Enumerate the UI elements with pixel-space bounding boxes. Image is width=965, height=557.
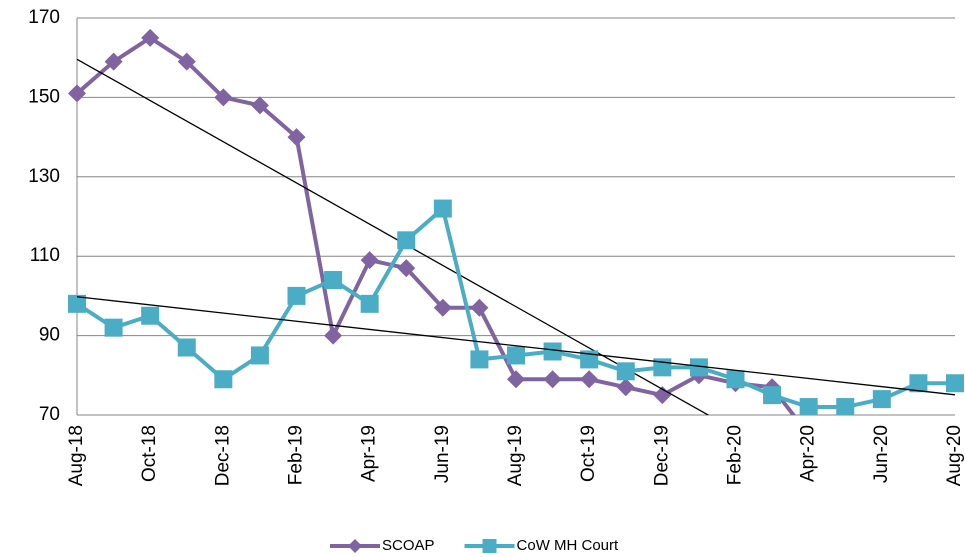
- marker: [397, 231, 416, 250]
- marker: [250, 96, 269, 115]
- y-tick-label: 70: [39, 404, 60, 425]
- legend-marker: [348, 539, 362, 553]
- marker: [177, 52, 196, 71]
- legend-label: CoW MH Court: [517, 537, 620, 554]
- marker: [872, 390, 891, 409]
- x-tick-label: Apr-20: [798, 425, 819, 482]
- legend-marker: [482, 539, 497, 553]
- marker: [360, 251, 379, 270]
- x-tick-label: Jun-20: [871, 425, 892, 483]
- marker: [470, 298, 489, 317]
- marker: [433, 298, 452, 317]
- marker: [726, 370, 745, 389]
- y-tick-label: 150: [28, 86, 60, 107]
- marker: [507, 346, 525, 365]
- x-tick-label: Feb-20: [725, 425, 746, 485]
- marker: [543, 342, 562, 361]
- marker: [324, 271, 343, 290]
- marker: [104, 52, 123, 71]
- marker: [214, 370, 233, 389]
- x-tick-label: Oct-19: [578, 425, 599, 482]
- marker: [799, 398, 818, 415]
- x-tick-label: Jun-19: [432, 425, 453, 483]
- marker: [397, 259, 416, 278]
- marker: [287, 128, 306, 147]
- x-tick-label: Dec-19: [651, 425, 672, 486]
- x-tick-label: Oct-18: [139, 425, 160, 482]
- x-tick-label: Aug-18: [66, 425, 87, 486]
- marker: [177, 338, 196, 357]
- x-tick-label: Feb-19: [286, 425, 307, 485]
- marker: [141, 306, 160, 325]
- plot-area: [68, 28, 964, 415]
- marker: [214, 88, 233, 107]
- marker: [909, 374, 928, 393]
- marker: [580, 370, 599, 389]
- marker: [763, 386, 782, 405]
- marker: [689, 358, 708, 377]
- trend-line: [76, 296, 956, 396]
- marker: [250, 346, 269, 365]
- y-tick-label: 90: [39, 325, 60, 346]
- marker: [433, 199, 452, 218]
- marker: [470, 350, 489, 369]
- marker: [141, 28, 160, 47]
- marker: [616, 378, 635, 397]
- trend-line: [76, 58, 710, 415]
- marker: [653, 386, 672, 405]
- y-tick-label: 110: [30, 245, 60, 266]
- x-tick-label: Aug-20: [944, 425, 965, 486]
- marker: [360, 294, 379, 313]
- x-tick-label: Aug-19: [505, 425, 526, 486]
- marker: [616, 362, 635, 381]
- x-tick-label: Dec-18: [212, 425, 233, 486]
- y-tick-label: 130: [28, 166, 60, 187]
- y-tick-label: 170: [28, 7, 60, 28]
- marker: [946, 374, 964, 393]
- marker: [507, 370, 525, 389]
- x-tick-label: Apr-19: [359, 425, 380, 482]
- marker: [287, 286, 306, 305]
- marker: [324, 326, 343, 345]
- marker: [68, 294, 86, 313]
- marker: [543, 370, 562, 389]
- legend-label: SCOAP: [382, 537, 435, 554]
- marker: [104, 318, 123, 337]
- marker: [68, 84, 86, 103]
- marker: [836, 398, 855, 415]
